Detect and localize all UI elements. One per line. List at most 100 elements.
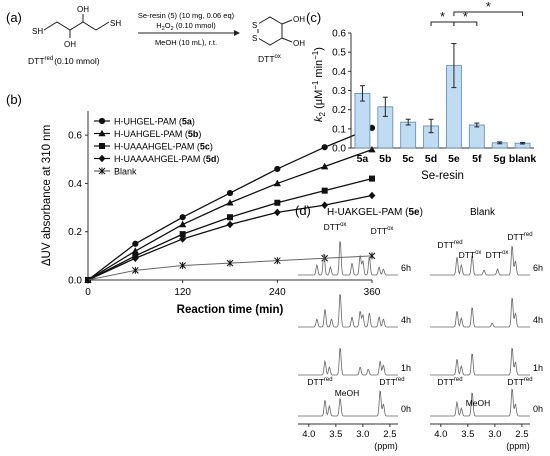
error-bar-5f <box>474 122 480 128</box>
y-tick-label: 0.1 <box>332 124 346 135</box>
dtt-ox-oh-1: OH <box>293 15 305 24</box>
error-bar-blank <box>520 141 526 145</box>
significance-star: * <box>486 0 491 14</box>
significance-bracket <box>453 11 524 16</box>
legend-item: Blank <box>94 167 137 177</box>
nmr-right-title: Blank <box>470 207 496 218</box>
dtt-ox-s1: S <box>252 21 257 30</box>
x-tick-label: 240 <box>269 287 286 298</box>
nmr-trace-left-0h <box>298 390 398 417</box>
nmr-tick-label: 3.5 <box>461 429 474 440</box>
category-label: 5d <box>425 153 437 165</box>
y-tick-label: 0.0 <box>332 144 346 155</box>
nmr-tick-label: 3.5 <box>329 429 342 440</box>
data-point <box>98 167 106 175</box>
data-point <box>84 276 92 284</box>
y-axis-title: ΔUV absorbance at 310 nm <box>41 125 53 266</box>
dtt-ox-oh-2: OH <box>293 39 305 48</box>
data-point <box>98 154 106 163</box>
data-point <box>321 144 328 151</box>
panel-c: (c) 0.0 0.1 0.2 0.3 0.4 0.5 0.6 5a 5b 5c 5d 5e 5f 5g b… <box>306 0 536 182</box>
data-point <box>98 117 106 125</box>
x-tick-label: 360 <box>364 287 381 298</box>
x-tick-label: 0 <box>85 287 91 298</box>
nmr-peak-label: DTTox <box>459 250 482 260</box>
category-label: 5c <box>402 153 414 165</box>
category-label: 5b <box>379 153 391 165</box>
nmr-peak-label: DTTred <box>507 377 532 387</box>
nmr-left-title: H-UAKGEL-PAM (5e) <box>327 207 423 218</box>
nmr-trace-right-0h <box>430 388 530 417</box>
error-bar-5g <box>497 141 503 145</box>
data-point <box>368 145 376 153</box>
data-point <box>226 220 234 229</box>
data-point <box>226 198 234 206</box>
nmr-peak-label: DTTox <box>324 222 347 232</box>
error-bar-5d <box>428 118 434 134</box>
legend-label: H-UAAAHGEL-PAM (5c) <box>114 142 213 152</box>
y-tick-label: 0.6 <box>68 131 82 142</box>
nmr-trace-left-6h <box>298 240 398 276</box>
data-point <box>368 124 376 131</box>
nmr-peak-label: DTTred <box>437 377 462 387</box>
nmr-time-label: 4h <box>401 315 411 325</box>
dtt-ox-s2-bg <box>251 33 259 42</box>
nmr-time-label: 1h <box>533 363 543 373</box>
significance-star: * <box>463 9 468 24</box>
y-tick-label: 0.6 <box>332 29 346 40</box>
dtt-red-chain <box>43 21 110 31</box>
legend-label: H-UAHGEL-PAM (5b) <box>114 129 201 139</box>
x-axis-title: Reaction time (min) <box>177 304 284 316</box>
y-axis-title: k2 (μM−1 min−1) <box>311 47 327 122</box>
data-point <box>131 266 139 274</box>
data-point <box>179 214 186 221</box>
bar-5f <box>468 124 485 149</box>
data-point <box>179 231 186 238</box>
nmr-peak-label: DTTred <box>507 232 532 242</box>
y-tick-label: 0.0 <box>68 276 82 287</box>
x-tick-label: 120 <box>174 287 191 298</box>
nmr-peak-label: DTTox <box>486 250 509 260</box>
data-point <box>321 162 329 170</box>
nmr-time-label: 6h <box>533 263 543 273</box>
y-tick-label: 0.3 <box>332 86 346 97</box>
dtt-ox-s2: S <box>252 34 257 43</box>
category-label: 5a <box>357 153 369 165</box>
series-5 <box>84 252 376 284</box>
panel-d-label: (d) <box>295 203 311 218</box>
nmr-time-label: 0h <box>533 404 543 414</box>
nmr-tick-label: 2.5 <box>515 429 528 440</box>
nmr-tick-label: 2.5 <box>383 429 396 440</box>
y-tick-label: 0.5 <box>332 48 346 59</box>
legend-label: H-UHGEL-PAM (5a) <box>114 117 195 127</box>
error-bar-5b <box>382 96 388 117</box>
nmr-time-label: 6h <box>401 263 411 273</box>
data-point <box>274 165 281 173</box>
conditions-h2o2: H2O2 (0.10 mmol) <box>156 21 216 32</box>
error-bar-5c <box>405 118 411 126</box>
data-point <box>369 175 375 182</box>
data-point <box>179 220 187 228</box>
nmr-tick-label: 3.0 <box>356 429 369 440</box>
data-point <box>132 240 139 247</box>
line-chart: 0.0 0.2 0.4 0.6 0 120 240 360 Reaction time (min… <box>41 111 381 316</box>
conditions-resin: Se-resin (5) (10 mg, 0.06 eq) <box>138 11 235 20</box>
panel-b-label: (b) <box>6 92 22 107</box>
nmr-axis-unit: (ppm) <box>506 441 530 451</box>
y-tick-label: 0.2 <box>68 227 82 238</box>
bracket-line <box>453 21 478 26</box>
data-point <box>179 235 187 243</box>
dtt-red-oh-upper: OH <box>77 5 89 14</box>
error-bar-5a <box>359 85 365 102</box>
dtt-ox-caption: DTTox <box>258 54 281 64</box>
series-line <box>87 255 373 281</box>
nmr-trace-right-4h <box>430 297 530 328</box>
data-point <box>131 247 139 254</box>
dtt-red-structure <box>43 14 110 38</box>
y-tick-label: 0.2 <box>332 105 346 116</box>
nmr-tick-label: 4.0 <box>302 429 315 440</box>
nmr-tick-label: 4.0 <box>434 429 447 440</box>
bar-chart: 0.0 0.1 0.2 0.3 0.4 0.5 0.6 5a 5b 5c 5d 5e 5f 5g blank… <box>311 0 536 182</box>
data-point <box>227 214 233 221</box>
y-tick-label: 0.4 <box>68 179 82 190</box>
